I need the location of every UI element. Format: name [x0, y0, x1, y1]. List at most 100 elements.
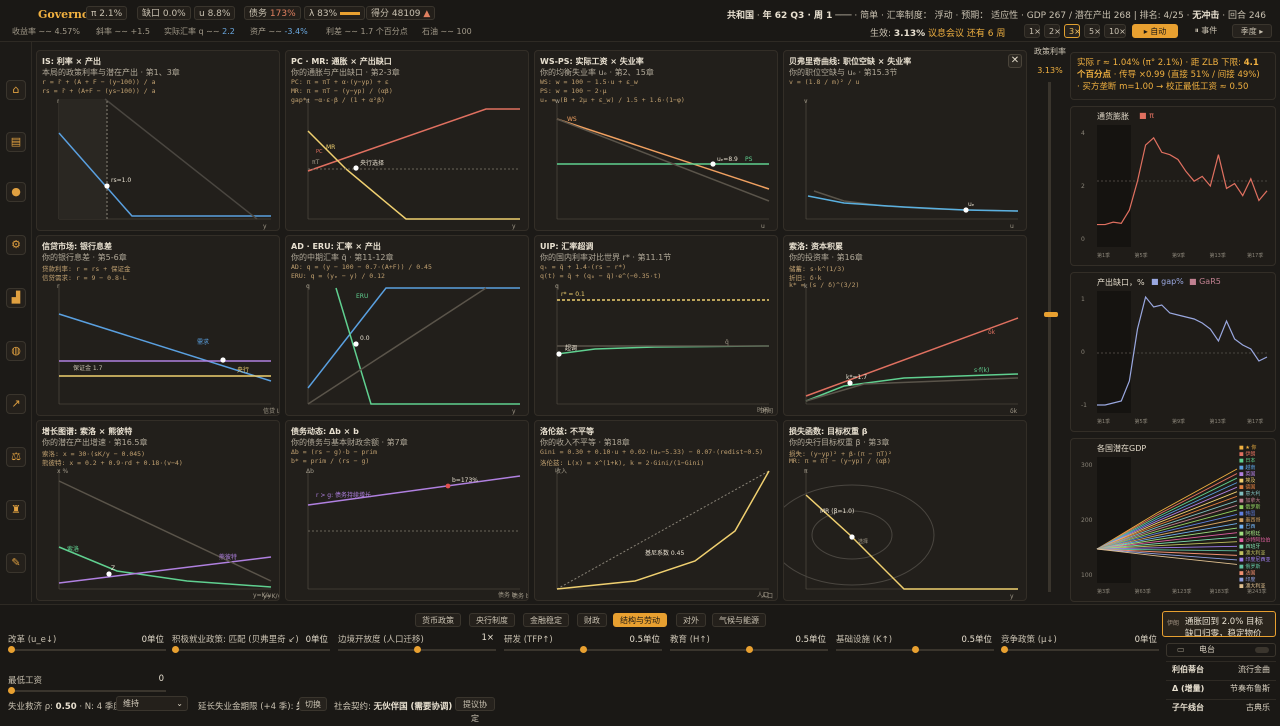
- radio-station[interactable]: 利伯蒂台 流行金曲: [1166, 661, 1276, 677]
- scale-icon[interactable]: ⚖: [6, 447, 26, 467]
- slider-handle[interactable]: [1001, 646, 1008, 653]
- slider-handle[interactable]: [911, 646, 919, 653]
- country-legend-entry: ■ 西班牙: [1239, 543, 1260, 550]
- slider-handle[interactable]: [172, 646, 179, 653]
- diagram-panel[interactable]: π y MR (β=1.0) 选择 损失函数: 目标权重 β 你的央行目标权重 β · 第…: [783, 420, 1027, 601]
- spark-slope: 斜率 ∼∼ +1.5: [96, 27, 150, 36]
- q-value-label: 0.0: [360, 335, 370, 342]
- panel-subtitle: 你的国内利率对比世界 r* · 第11.1节: [540, 253, 672, 262]
- speed-5x-button[interactable]: 5×: [1084, 24, 1101, 38]
- policy-tab[interactable]: 央行制度: [469, 613, 515, 627]
- slider-value: 1×: [481, 633, 494, 643]
- axis-label-x: δk: [1010, 408, 1018, 415]
- speed-10x-button[interactable]: 10×: [1104, 24, 1126, 38]
- policy-rate-track[interactable]: [1048, 82, 1051, 592]
- ps-label: PS: [745, 156, 753, 163]
- policy-tab[interactable]: 结构与劳动: [613, 613, 667, 627]
- insurance-duration: N: 4 季度: [84, 702, 122, 712]
- policy-tab[interactable]: 财政: [577, 613, 607, 627]
- gap-indicator[interactable]: 缺口 0.0%: [137, 6, 191, 20]
- speed-1x-button[interactable]: 1×: [1024, 24, 1041, 38]
- slider-track[interactable]: [836, 646, 994, 653]
- slider-handle[interactable]: [413, 646, 421, 653]
- slider-track[interactable]: [670, 646, 828, 653]
- slider-track[interactable]: [338, 646, 496, 653]
- diagram-panel[interactable]: k δk δk s·f(k) k*=1.7 索洛: 资本积累 你的投资率 · 第16章 储蓄:…: [783, 235, 1027, 416]
- radio-station[interactable]: 子午线台 古典乐: [1166, 699, 1276, 715]
- diagram-panel[interactable]: v u uₑ 贝弗里奇曲线: 职位空缺 × 失业率 你的职位空缺与 uₑ · 第15.3…: [783, 50, 1027, 231]
- diagram-panel[interactable]: q y ERU 0.0 AD · ERU: 汇率 × 产出 你的中期汇率 q̄ · 第11…: [285, 235, 529, 416]
- unemployment-indicator[interactable]: u 8.8%: [194, 6, 236, 20]
- slider-handle[interactable]: [579, 646, 587, 653]
- axis-label-x: y=K/y: [263, 593, 280, 600]
- diagram-panel[interactable]: r y rs=1.0 IS: 利率 × 产出 本局的政策利率与潜在产出 · 第1、3章 r…: [36, 50, 280, 231]
- news-ticker[interactable]: 伊朗 通胀回到 2.0% 目标 缺口归零，稳定物价: [1162, 611, 1276, 637]
- slider-track[interactable]: [172, 646, 330, 653]
- slider-handle[interactable]: [745, 646, 753, 653]
- slider-track[interactable]: [8, 687, 166, 694]
- x-tick-label: 第123季: [1172, 588, 1192, 595]
- slider-track[interactable]: [1001, 646, 1159, 653]
- extend-row: 延长失业金期限 (+4 季): 关: [198, 700, 305, 712]
- events-button[interactable]: ⏸ 事件: [1194, 26, 1218, 35]
- score-indicator[interactable]: 得分 48109 ▲: [366, 6, 436, 20]
- diagram-panel[interactable]: w u WS uₑ=8.9 PS WS-PS: 实际工资 × 失业率 你的均衡失业率 uₑ …: [534, 50, 778, 231]
- diagram-panel[interactable]: q 时间 r* = 0.1 超调 q̄ 时间 UIP: 汇率超调 你的国内利率对比世界 r* …: [534, 235, 778, 416]
- propose-pact-button[interactable]: 提议协定: [455, 697, 495, 723]
- policy-tab[interactable]: 对外: [676, 613, 706, 627]
- chart-icon[interactable]: ▟: [6, 288, 26, 308]
- country-legend-entry: ■ 印度: [1239, 576, 1255, 583]
- slider-track[interactable]: [8, 646, 166, 653]
- coins-icon[interactable]: ●: [6, 182, 26, 202]
- axis-label-y: k: [804, 283, 808, 290]
- speed-2x-button[interactable]: 2×: [1044, 24, 1061, 38]
- spark-oil-label: 石油: [422, 27, 438, 36]
- demand-curve: [58, 313, 272, 382]
- slider-handle[interactable]: [8, 687, 15, 694]
- close-icon[interactable]: ✕: [1008, 54, 1022, 68]
- radio-station[interactable]: Δ (增量) 节奏布鲁斯: [1166, 680, 1276, 696]
- diagram-panel[interactable]: r 信贷 L 需求 央行 保证金 1.7 信贷市场: 银行息差 你的银行息差 · 第5-6章…: [36, 235, 280, 416]
- diagram-panel[interactable]: Δb 债务 b r > g: 债务持续增长 b=173% 债务 b 债务动态: Δb × …: [285, 420, 529, 601]
- debt-value-label: b=173%: [452, 477, 478, 484]
- toggle-button[interactable]: 切换: [299, 697, 327, 711]
- bank-icon[interactable]: ⌂: [6, 80, 26, 100]
- score-up-icon: ▲: [423, 9, 431, 19]
- policy-tab[interactable]: 金融稳定: [523, 613, 569, 627]
- auto-button[interactable]: ▸ 自动: [1132, 24, 1178, 38]
- ledger-icon[interactable]: ▤: [6, 132, 26, 152]
- spark-yield: 收益率 ∼∼ 4.57%: [12, 27, 80, 36]
- speed-3x-button[interactable]: 3×: [1064, 24, 1081, 38]
- debt-indicator[interactable]: 债务 173%: [244, 6, 301, 20]
- policy-tab[interactable]: 气候与能源: [712, 613, 766, 627]
- slider-track[interactable]: [504, 646, 662, 653]
- diagram-panel[interactable]: 收入 人口 基尼系数 0.45 人口 洛伦兹: 不平等 你的收入不平等 · 第18章 Gin…: [534, 420, 778, 601]
- factory-icon[interactable]: ⚙: [6, 235, 26, 255]
- insurance-select[interactable]: 维持 ⌄: [116, 696, 188, 711]
- trend-icon[interactable]: ↗: [6, 394, 26, 414]
- globe-icon[interactable]: ◍: [6, 341, 26, 361]
- season-button[interactable]: 季度 ▸: [1232, 24, 1272, 38]
- worker-icon[interactable]: ♜: [6, 500, 26, 520]
- app-logo: Governor: [38, 8, 96, 21]
- kstar-label: k*=1.7: [846, 374, 867, 381]
- policy-rate-handle[interactable]: [1044, 311, 1058, 317]
- slider-handle[interactable]: [8, 646, 15, 653]
- axis-label-y: q: [555, 283, 559, 290]
- document-icon[interactable]: ✎: [6, 553, 26, 573]
- equilibrium-point: [710, 161, 716, 167]
- axis-label-y: r: [57, 98, 60, 105]
- radio-toggle[interactable]: [1255, 647, 1269, 653]
- station-genre: 节奏布鲁斯: [1230, 684, 1270, 693]
- diagram-panel[interactable]: π y MR πT 央行选择 PC PC · MR: 通胀 × 产出缺口 你的通胀与产出缺口 …: [285, 50, 529, 231]
- inflation-indicator[interactable]: π 2.1%: [86, 6, 128, 20]
- policy-tab[interactable]: 货币政策: [415, 613, 461, 627]
- spark-spread-label: 利差: [326, 27, 342, 36]
- panel-equation: uₑ = (B + 2μ + ε_w) / 1.5 + 1.6·(1−φ): [540, 96, 685, 104]
- panel-equation: MR: π = πT − (y−yp) / (αβ): [291, 87, 393, 95]
- spark-slope-value: +1.5: [130, 27, 150, 36]
- panel-subtitle: 你的职位空缺与 uₑ · 第15.3节: [789, 68, 898, 77]
- lambda-indicator[interactable]: λ 83%: [304, 6, 366, 20]
- radio-header[interactable]: ▭ 电台: [1166, 643, 1276, 657]
